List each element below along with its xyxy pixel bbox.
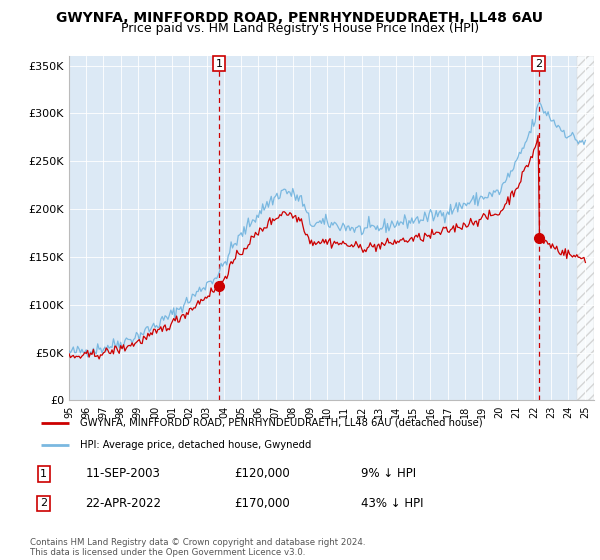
Text: GWYNFA, MINFFORDD ROAD, PENRHYNDEUDRAETH, LL48 6AU: GWYNFA, MINFFORDD ROAD, PENRHYNDEUDRAETH…	[56, 11, 544, 25]
Text: 2: 2	[535, 59, 542, 69]
Text: 2: 2	[40, 498, 47, 508]
Text: 43% ↓ HPI: 43% ↓ HPI	[361, 497, 424, 510]
Text: Price paid vs. HM Land Registry's House Price Index (HPI): Price paid vs. HM Land Registry's House …	[121, 22, 479, 35]
Text: GWYNFA, MINFFORDD ROAD, PENRHYNDEUDRAETH, LL48 6AU (detached house): GWYNFA, MINFFORDD ROAD, PENRHYNDEUDRAETH…	[80, 418, 482, 428]
Text: HPI: Average price, detached house, Gwynedd: HPI: Average price, detached house, Gwyn…	[80, 440, 311, 450]
Text: 1: 1	[40, 469, 47, 479]
Text: 1: 1	[215, 59, 223, 69]
Text: 9% ↓ HPI: 9% ↓ HPI	[361, 468, 416, 480]
Text: 11-SEP-2003: 11-SEP-2003	[85, 468, 160, 480]
Text: £120,000: £120,000	[234, 468, 290, 480]
Text: Contains HM Land Registry data © Crown copyright and database right 2024.
This d: Contains HM Land Registry data © Crown c…	[30, 538, 365, 557]
Text: 22-APR-2022: 22-APR-2022	[85, 497, 161, 510]
Text: £170,000: £170,000	[234, 497, 290, 510]
